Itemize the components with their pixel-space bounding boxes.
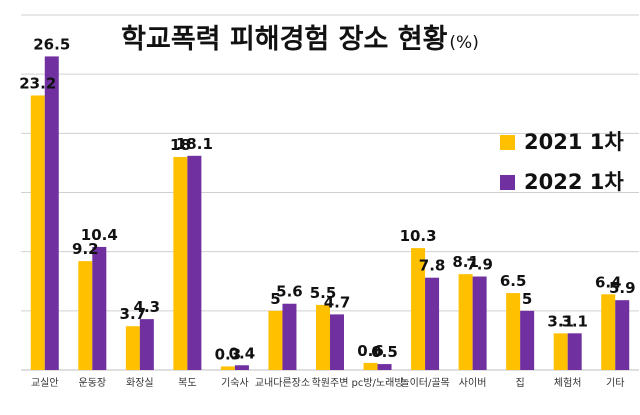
data-label: 26.5 [33,35,70,53]
data-label: 0.4 [229,344,256,362]
bar-series2 [282,303,297,370]
data-label: 0.3 [215,345,242,363]
data-label: 4.7 [324,293,351,311]
bar-series2 [187,155,202,370]
category-label: 기타 [606,377,624,389]
bar-series2 [520,310,535,370]
bar-series1 [316,304,330,370]
category-label: 복도 [178,377,196,389]
legend-label: 2022 1차 [524,170,624,194]
data-label: 5.5 [310,284,337,302]
chart-title: 학교폭력 피해경험 장소 현황 (%) [121,24,479,55]
bar-series2 [377,364,392,370]
data-label: 3.1 [561,312,588,330]
data-label: 0.6 [357,342,384,360]
bar-series1 [411,248,426,370]
bar-series2 [615,300,630,370]
category-label: 운동장 [79,377,107,389]
bar-series1 [553,333,568,370]
bar-series1 [506,293,521,370]
data-label: 3.7 [120,305,147,323]
data-label: 5 [270,290,280,308]
category-label: 학원주변 [312,377,349,389]
bar-series1 [458,274,473,370]
data-label: 5.6 [276,283,303,301]
category-label: 사이버 [459,377,487,389]
bar-series1 [601,294,616,370]
data-label: 5.9 [609,279,636,297]
bar-series2 [92,246,107,370]
bar-series2 [425,277,440,370]
data-label: 7.8 [419,257,446,275]
data-label: 18 [170,136,191,154]
data-label: 6.4 [595,273,622,291]
bars [30,56,630,371]
data-label: 3.1 [547,312,574,330]
data-label: 23.2 [19,74,56,92]
bar-series1 [78,261,93,370]
data-label: 0.5 [371,343,398,361]
bar-series2 [330,314,344,370]
data-label: 9.2 [72,240,99,258]
data-label: 10.4 [81,226,118,244]
bar-series2 [234,365,249,370]
data-label: 7.9 [466,256,493,274]
bar-series1 [30,95,45,370]
legend-swatch [500,175,515,190]
data-label: 6.5 [500,272,527,290]
category-label: 기숙사 [221,377,249,389]
bar-series1 [268,310,283,370]
data-label: 18.1 [176,135,213,153]
bar-series1 [173,157,188,370]
data-label: 8.1 [452,253,479,271]
category-label: 교실안 [31,377,59,389]
bar-series1 [363,362,378,370]
bar-series1 [220,366,235,370]
bar-series2 [44,56,59,371]
category-label: pc방/노래방 [352,377,404,389]
data-label: 4.3 [134,298,161,316]
data-label: 5 [522,290,532,308]
category-label: 교내다른장소 [255,377,310,389]
bar-series2 [472,276,487,370]
bar-series2 [139,319,154,370]
legend: 2021 1차 2022 1차 [500,130,624,194]
bar-series2 [567,333,582,370]
data-label: 10.3 [400,227,437,245]
category-label: 화장실 [126,377,154,389]
category-label: 체험처 [554,377,582,389]
category-label: 놀이터/골목 [400,377,449,389]
legend-swatch [500,135,515,150]
bar-series1 [125,326,140,370]
category-label: 집 [516,377,525,389]
legend-label: 2021 1차 [524,130,624,154]
